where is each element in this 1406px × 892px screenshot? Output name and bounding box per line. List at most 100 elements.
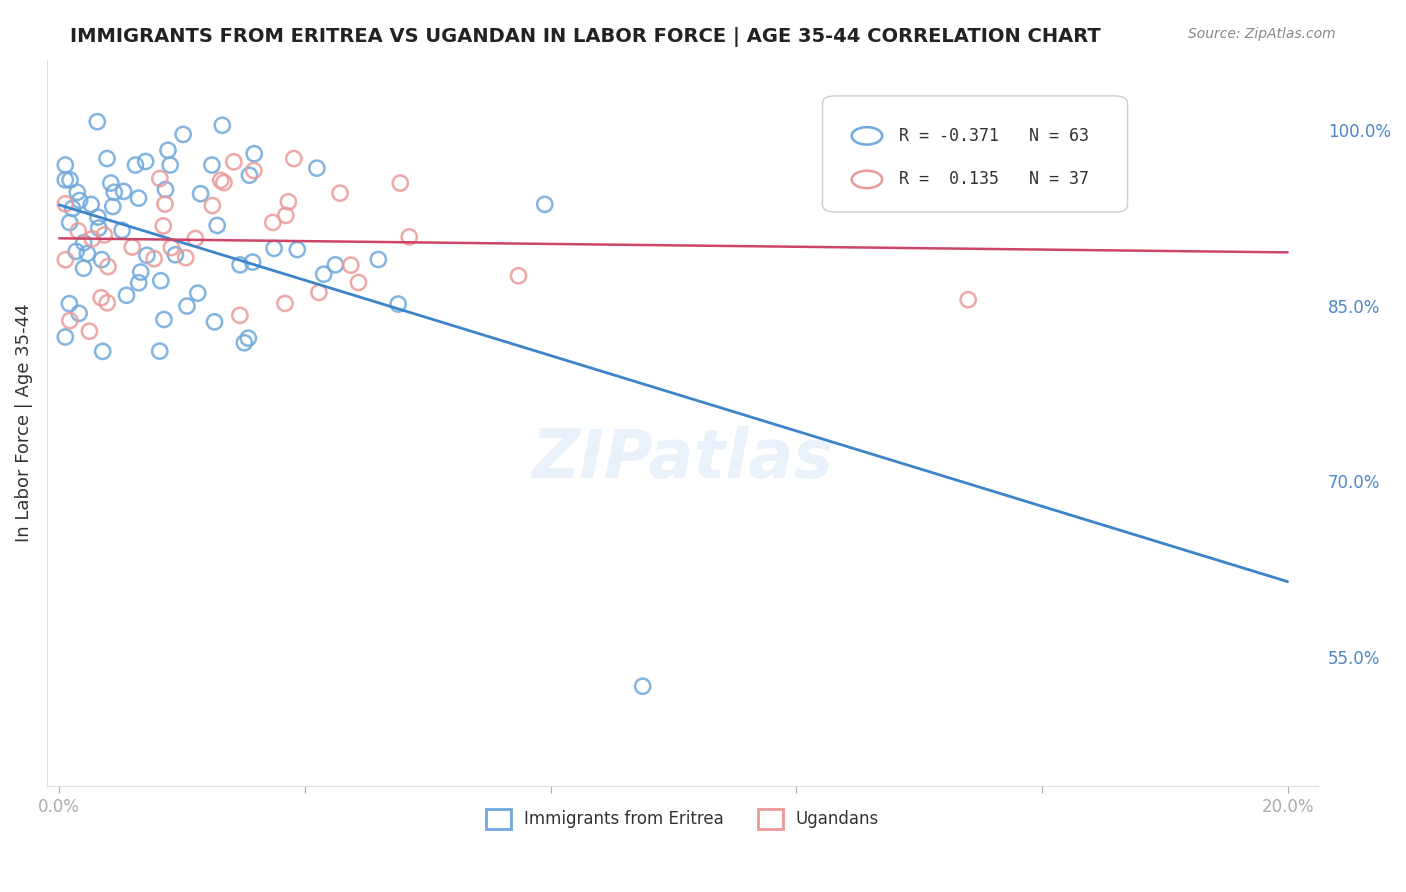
- Point: [305, 161, 328, 176]
- Point: [129, 265, 152, 279]
- Point: [53, 330, 76, 344]
- Point: [325, 258, 347, 272]
- Point: [201, 158, 224, 172]
- Text: IMMIGRANTS FROM ERITREA VS UGANDAN IN LABOR FORCE | AGE 35-44 CORRELATION CHART: IMMIGRANTS FROM ERITREA VS UGANDAN IN LA…: [70, 27, 1101, 46]
- Point: [101, 200, 124, 214]
- Point: [229, 258, 252, 272]
- Point: [87, 221, 110, 235]
- Point: [80, 197, 103, 211]
- Point: [112, 185, 135, 199]
- Point: [277, 194, 299, 209]
- Point: [238, 168, 260, 182]
- Point: [91, 344, 114, 359]
- Point: [67, 224, 90, 238]
- Point: [149, 274, 172, 288]
- Point: [128, 276, 150, 290]
- Point: [76, 246, 98, 260]
- Point: [86, 114, 108, 128]
- Point: [143, 252, 166, 266]
- Point: [53, 158, 76, 172]
- Point: [53, 197, 76, 211]
- Point: [149, 171, 172, 186]
- Point: [274, 296, 297, 310]
- Point: [283, 152, 305, 166]
- Point: [66, 186, 89, 200]
- Point: [82, 232, 104, 246]
- Point: [124, 158, 146, 172]
- Point: [73, 235, 96, 250]
- Point: [79, 324, 101, 338]
- Point: [347, 276, 370, 290]
- Point: [152, 219, 174, 233]
- Point: [59, 173, 82, 187]
- Text: R = -0.371   N = 63: R = -0.371 N = 63: [898, 127, 1088, 145]
- Point: [190, 186, 212, 201]
- Point: [312, 267, 335, 281]
- Point: [96, 295, 118, 310]
- Text: R =  0.135   N = 37: R = 0.135 N = 37: [898, 170, 1088, 188]
- Point: [160, 241, 183, 255]
- Legend: Immigrants from Eritrea, Ugandans: Immigrants from Eritrea, Ugandans: [479, 802, 886, 836]
- Point: [53, 252, 76, 267]
- Point: [58, 296, 80, 310]
- Point: [212, 176, 235, 190]
- Point: [204, 315, 226, 329]
- Point: [111, 223, 134, 237]
- Point: [90, 291, 112, 305]
- Point: [115, 288, 138, 302]
- Point: [59, 215, 82, 229]
- Point: [389, 176, 412, 190]
- Point: [97, 260, 120, 274]
- Point: [387, 297, 409, 311]
- Point: [165, 248, 187, 262]
- Point: [184, 231, 207, 245]
- Point: [100, 176, 122, 190]
- Point: [90, 252, 112, 267]
- Point: [229, 309, 252, 323]
- Point: [62, 202, 84, 216]
- Point: [128, 191, 150, 205]
- Point: [285, 243, 308, 257]
- Point: [233, 335, 256, 350]
- Point: [398, 230, 420, 244]
- Point: [65, 244, 87, 259]
- Point: [87, 210, 110, 224]
- Y-axis label: In Labor Force | Age 35-44: In Labor Force | Age 35-44: [15, 303, 32, 542]
- Point: [367, 252, 389, 267]
- Point: [631, 679, 654, 693]
- Point: [174, 251, 197, 265]
- Point: [238, 331, 260, 345]
- Point: [176, 299, 198, 313]
- Point: [149, 344, 172, 359]
- Point: [135, 154, 157, 169]
- Point: [187, 286, 209, 301]
- Point: [205, 219, 228, 233]
- Point: [274, 208, 297, 222]
- Point: [96, 152, 118, 166]
- Point: [222, 154, 245, 169]
- Point: [159, 158, 181, 172]
- Point: [243, 146, 266, 161]
- Text: ZIPatlas: ZIPatlas: [531, 426, 834, 492]
- Point: [156, 143, 179, 157]
- Point: [957, 293, 980, 307]
- Point: [153, 312, 176, 326]
- Point: [59, 313, 82, 327]
- Point: [508, 268, 530, 283]
- Point: [329, 186, 352, 201]
- Point: [533, 197, 555, 211]
- Point: [72, 261, 94, 276]
- Point: [201, 198, 224, 212]
- Point: [340, 258, 363, 272]
- Point: [93, 227, 115, 242]
- Point: [69, 194, 91, 208]
- Point: [155, 182, 177, 196]
- Point: [172, 128, 194, 142]
- Point: [243, 163, 266, 178]
- Point: [262, 215, 284, 229]
- Point: [209, 173, 232, 187]
- Point: [67, 306, 90, 320]
- Point: [121, 240, 143, 254]
- Point: [242, 255, 264, 269]
- Text: Source: ZipAtlas.com: Source: ZipAtlas.com: [1188, 27, 1336, 41]
